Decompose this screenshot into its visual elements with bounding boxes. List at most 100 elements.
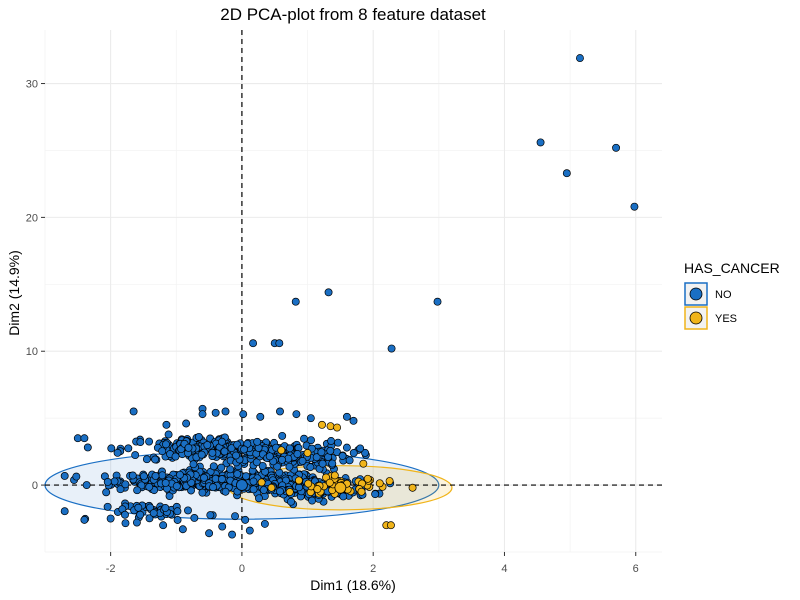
data-point xyxy=(82,481,91,489)
data-point xyxy=(293,450,302,458)
data-point xyxy=(324,288,333,297)
data-point xyxy=(562,169,571,178)
data-point xyxy=(306,414,315,423)
data-point xyxy=(328,459,337,468)
data-point xyxy=(164,430,173,439)
data-point xyxy=(60,472,69,480)
data-point xyxy=(106,514,115,523)
data-point xyxy=(158,471,167,480)
legend-title: HAS_CANCER xyxy=(684,260,780,276)
data-point xyxy=(134,503,143,512)
data-point xyxy=(190,514,199,522)
legend-label: YES xyxy=(715,313,737,325)
y-tick-label: 10 xyxy=(26,346,38,358)
data-point xyxy=(231,512,239,521)
data-point xyxy=(630,202,639,211)
data-point xyxy=(162,440,170,449)
data-point xyxy=(197,450,206,459)
data-point xyxy=(349,416,358,425)
data-point xyxy=(267,483,276,492)
data-point xyxy=(363,474,372,483)
data-point xyxy=(102,488,111,497)
data-point xyxy=(292,410,301,419)
data-point xyxy=(239,410,248,419)
x-tick-label: 6 xyxy=(633,563,639,575)
data-point xyxy=(385,477,394,486)
data-point xyxy=(226,465,235,474)
data-point xyxy=(121,510,129,519)
data-point xyxy=(72,472,81,481)
data-point xyxy=(278,431,287,440)
data-point xyxy=(146,503,155,512)
data-point xyxy=(275,339,284,348)
data-point xyxy=(221,407,230,416)
data-point xyxy=(300,434,308,443)
data-point xyxy=(198,410,207,419)
data-point xyxy=(124,444,133,453)
data-point xyxy=(306,463,315,472)
data-point xyxy=(258,461,267,470)
grid-layer xyxy=(44,30,662,553)
data-point xyxy=(187,486,195,495)
data-point xyxy=(187,478,196,487)
data-point xyxy=(121,480,130,489)
data-point xyxy=(162,420,171,429)
legend-entries: NO YES xyxy=(684,282,737,330)
data-point xyxy=(291,297,300,306)
data-point xyxy=(209,462,218,471)
data-point xyxy=(259,486,268,494)
data-point xyxy=(171,452,180,461)
data-point xyxy=(327,437,336,445)
legend: HAS_CANCER NO YES xyxy=(684,260,780,330)
data-point xyxy=(165,492,174,500)
data-point xyxy=(245,526,254,535)
legend-entry-no: NO xyxy=(684,282,732,306)
data-point xyxy=(184,506,192,515)
data-point xyxy=(249,339,258,348)
data-point xyxy=(359,459,368,468)
data-point xyxy=(240,445,249,454)
data-point xyxy=(136,438,145,446)
data-point xyxy=(256,412,265,421)
data-point xyxy=(217,475,226,484)
legend-marker xyxy=(689,287,703,301)
data-point xyxy=(576,54,584,63)
data-point xyxy=(318,420,326,429)
series-yes xyxy=(257,420,417,530)
data-point xyxy=(277,446,286,455)
data-point xyxy=(357,487,366,496)
data-point xyxy=(128,471,137,480)
data-point xyxy=(386,521,395,530)
data-point xyxy=(208,448,217,457)
data-point xyxy=(433,297,442,306)
data-point xyxy=(161,504,170,512)
data-point xyxy=(298,457,307,465)
data-point xyxy=(276,407,284,416)
data-point xyxy=(198,488,207,497)
data-point xyxy=(189,460,198,469)
data-point xyxy=(285,444,294,453)
data-point xyxy=(145,514,154,523)
data-point xyxy=(232,451,240,460)
data-point xyxy=(334,438,342,447)
data-point xyxy=(217,463,226,472)
data-point xyxy=(349,449,358,457)
data-point xyxy=(175,470,184,479)
data-point xyxy=(209,483,218,492)
data-point xyxy=(333,423,342,432)
data-point xyxy=(356,444,365,453)
x-tick-label: 0 xyxy=(239,563,245,575)
data-point xyxy=(136,510,145,519)
legend-entry-yes: YES xyxy=(684,306,737,330)
data-point xyxy=(308,496,317,505)
data-point xyxy=(249,477,258,486)
chart-title: 2D PCA-plot from 8 feature dataset xyxy=(220,5,486,24)
data-point xyxy=(149,509,158,518)
data-point xyxy=(318,459,327,468)
data-point xyxy=(103,478,112,486)
data-point xyxy=(203,441,212,449)
data-point xyxy=(255,494,263,503)
data-point xyxy=(172,482,181,491)
data-point xyxy=(361,448,369,457)
